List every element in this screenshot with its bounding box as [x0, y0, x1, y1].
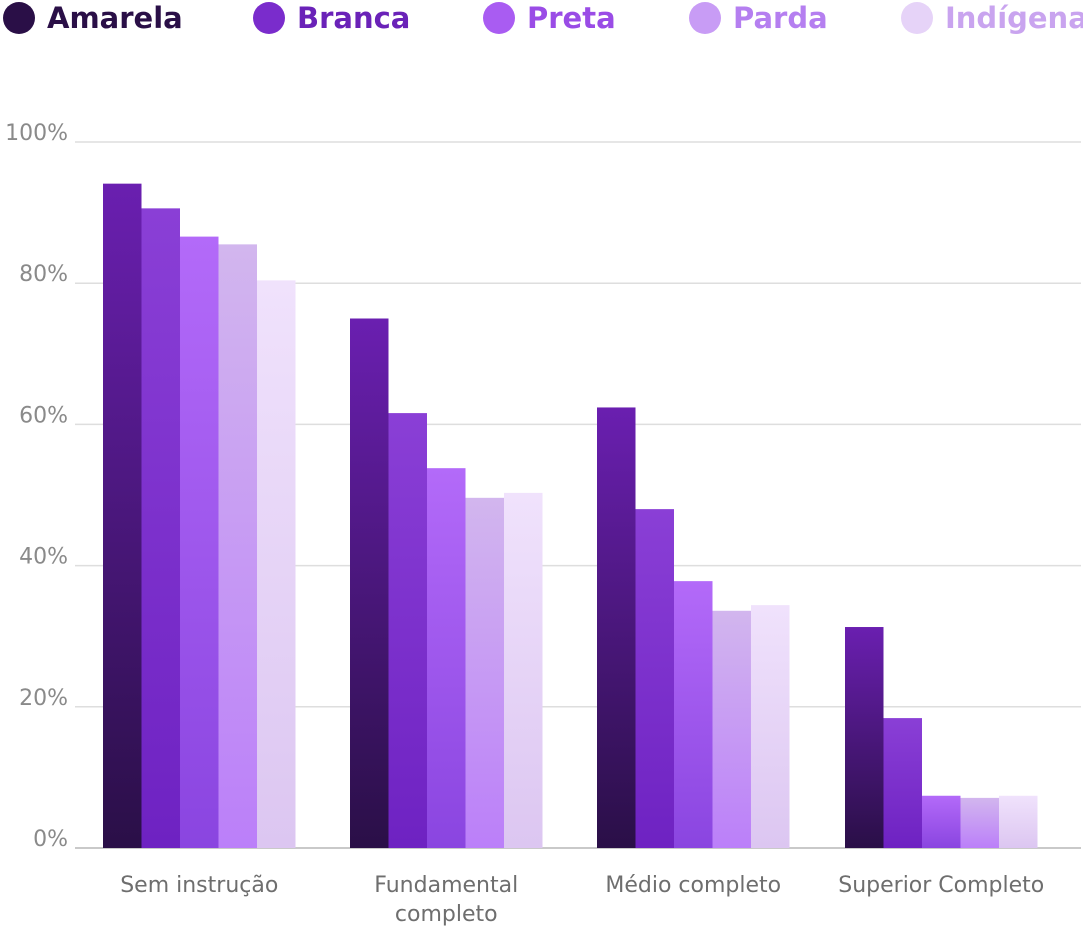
bar	[674, 581, 713, 848]
bar	[427, 468, 466, 848]
legend-dot-icon	[901, 2, 933, 34]
legend-dot-icon	[3, 2, 35, 34]
bar	[103, 183, 142, 849]
legend: Amarela Branca Preta Parda Indígena	[0, 0, 1083, 40]
y-tick-label: 100%	[5, 121, 68, 146]
bar	[465, 497, 504, 848]
legend-dot-icon	[253, 2, 285, 34]
legend-dot-icon	[483, 2, 515, 34]
bar	[635, 509, 674, 848]
x-category-label: Fundamental completo	[374, 873, 518, 927]
legend-item: Indígena	[901, 0, 1083, 36]
bar	[218, 244, 257, 848]
bar	[597, 407, 636, 848]
legend-item: Parda	[689, 0, 828, 36]
bar	[350, 318, 389, 848]
x-axis-categories: Sem instrução Fundamental completo Médio co…	[120, 873, 1044, 927]
bar	[141, 208, 180, 848]
legend-label: Preta	[527, 1, 616, 35]
y-tick-label: 0%	[33, 827, 68, 852]
bar	[712, 610, 751, 848]
legend-label: Branca	[297, 1, 411, 35]
bar	[180, 236, 219, 848]
legend-item: Branca	[253, 0, 410, 36]
bar	[960, 797, 999, 848]
legend-item: Preta	[483, 0, 616, 36]
y-tick-label: 60%	[19, 403, 68, 428]
bar	[999, 795, 1038, 848]
legend-label: Parda	[733, 1, 828, 35]
x-category-label: Médio completo	[605, 873, 781, 898]
bars	[103, 183, 1038, 849]
x-category-label: Superior Completo	[838, 873, 1044, 898]
legend-label: Indígena	[945, 1, 1083, 35]
bar	[388, 413, 427, 848]
bar	[883, 718, 922, 848]
x-category-label: Sem instrução	[120, 873, 278, 898]
bar	[845, 627, 884, 848]
y-tick-label: 80%	[19, 262, 68, 287]
bar	[504, 492, 543, 848]
bar	[257, 280, 296, 849]
legend-item: Amarela	[3, 0, 183, 36]
legend-dot-icon	[689, 2, 721, 34]
y-axis-ticks: 0% 20% 40% 60% 80% 100%	[5, 121, 68, 852]
y-tick-label: 20%	[19, 686, 68, 711]
y-tick-label: 40%	[19, 545, 68, 570]
bar	[751, 605, 790, 848]
bar	[922, 795, 961, 848]
legend-label: Amarela	[47, 1, 183, 35]
